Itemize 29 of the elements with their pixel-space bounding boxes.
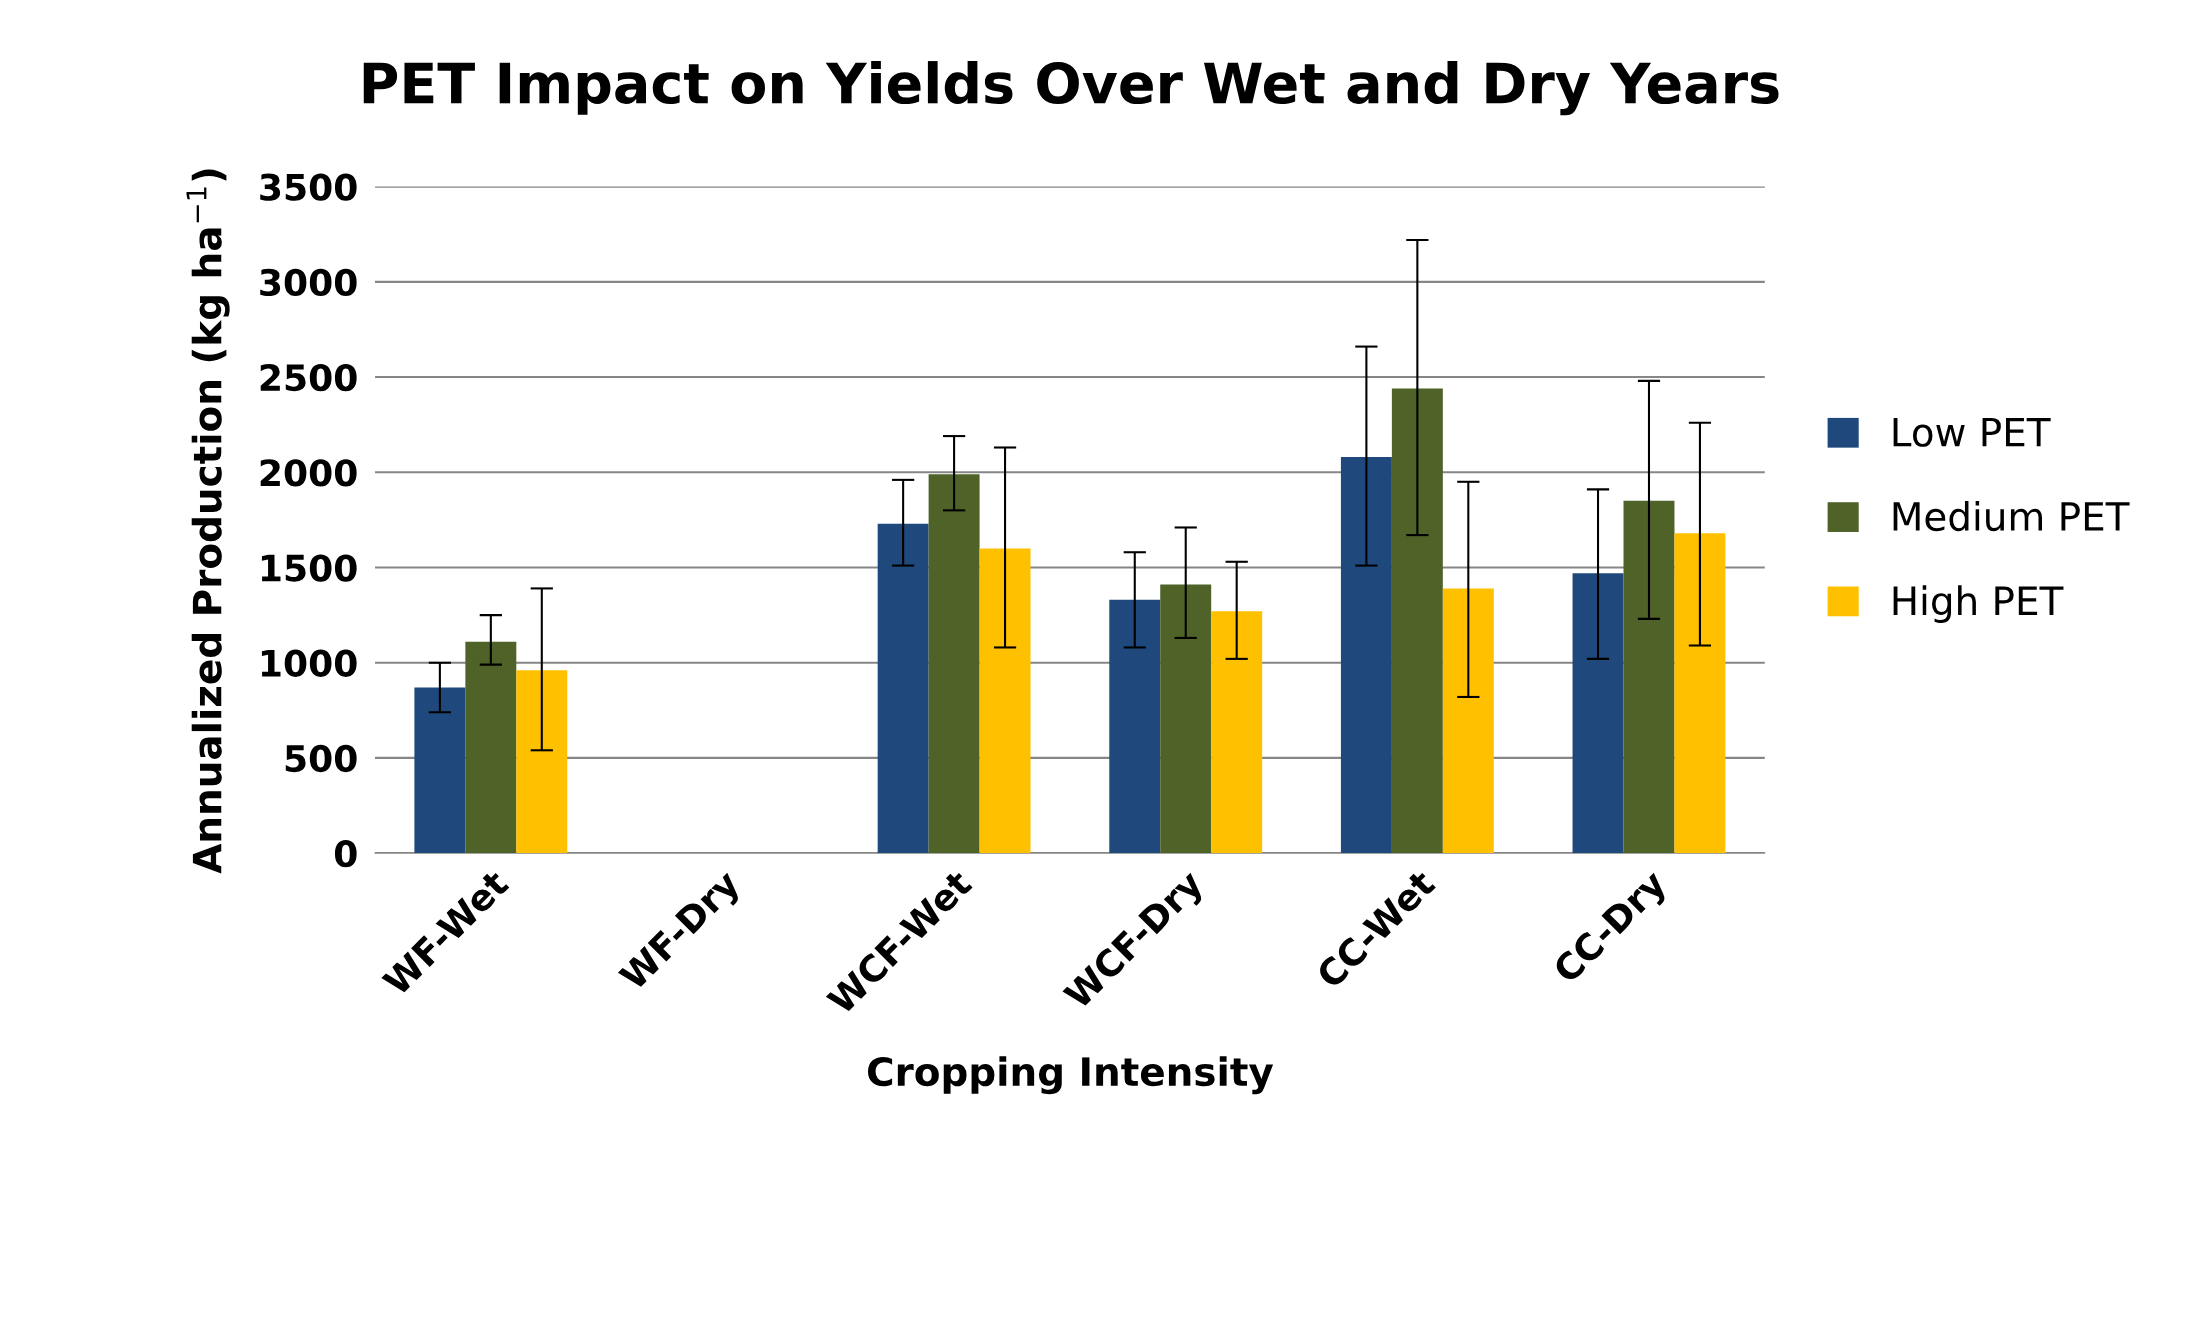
legend-label: Low PET (1893, 417, 2051, 447)
bar (414, 687, 466, 854)
bar (1674, 533, 1726, 854)
bar (1109, 599, 1161, 854)
bar (979, 548, 1031, 854)
y-tick-label: 1500 (261, 554, 357, 582)
legend-label: High PET (1893, 585, 2064, 623)
bar (1211, 611, 1263, 854)
bar (1391, 388, 1443, 854)
bar (465, 641, 517, 854)
y-tick-label: 1000 (261, 649, 357, 677)
bar (1442, 588, 1494, 854)
y-tick-label: 0 (334, 840, 357, 868)
y-tick-label: 500 (285, 744, 357, 773)
legend-label: Medium PET (1893, 501, 2130, 532)
bar (1572, 573, 1624, 854)
y-tick-label: 3000 (260, 268, 357, 297)
y-axis-title: Annualized Production (kg ha$^{−1}$) (186, 169, 230, 874)
bar (928, 474, 980, 854)
x-axis-title: Cropping Intensity (867, 1056, 1274, 1095)
bar (1160, 584, 1212, 854)
bar (516, 670, 568, 854)
bar (1623, 500, 1675, 854)
bar (877, 523, 929, 854)
bar (1340, 457, 1392, 854)
y-tick-label: 3500 (260, 173, 357, 201)
y-tick-label: 2500 (260, 363, 357, 392)
y-tick-label: 2000 (260, 459, 357, 487)
chart-title: PET Impact on Yields Over Wet and Dry Years (363, 61, 1779, 116)
